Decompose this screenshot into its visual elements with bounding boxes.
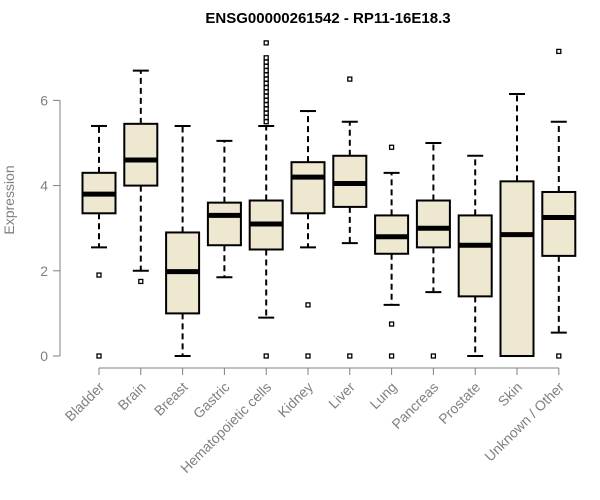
y-axis-label: Expression — [1, 165, 17, 234]
y-tick-label: 2 — [40, 263, 48, 279]
box-bladder — [81, 124, 117, 359]
outlier-point — [96, 353, 102, 359]
x-tick-label: Skin — [495, 379, 526, 410]
x-tick-label: Liver — [325, 379, 358, 412]
iqr-box — [541, 190, 577, 257]
box-hematopoietic-cells — [248, 40, 284, 359]
outlier-point — [138, 278, 144, 285]
iqr-box — [457, 214, 493, 298]
box-brain — [123, 69, 159, 285]
outlier-point — [263, 72, 269, 78]
x-tick-label: Lung — [366, 379, 399, 412]
outlier-point — [263, 89, 269, 95]
iqr-box — [499, 180, 535, 357]
outlier-point — [430, 353, 437, 359]
outlier-point — [263, 110, 269, 116]
outlier-point — [305, 353, 311, 359]
x-tick-label: Unknown / Other — [481, 379, 567, 465]
outlier-point — [556, 48, 562, 55]
x-tick-label: Kidney — [275, 379, 317, 421]
outlier-point — [305, 302, 311, 308]
y-tick-label: 0 — [40, 348, 48, 364]
iqr-box — [123, 122, 159, 187]
box-lung — [374, 144, 410, 359]
box-pancreas — [415, 142, 451, 359]
outlier-point — [556, 353, 562, 359]
outlier-point — [263, 76, 269, 82]
x-tick-label: Brain — [114, 379, 148, 413]
iqr-box — [290, 161, 326, 215]
outlier-point — [263, 106, 269, 112]
box-breast — [165, 124, 201, 357]
iqr-box — [206, 201, 242, 247]
y-tick-label: 4 — [40, 178, 48, 194]
x-tick-label: Breast — [151, 379, 191, 419]
box-prostate — [457, 154, 493, 357]
outlier-point — [263, 63, 269, 69]
outlier-point — [263, 59, 269, 65]
x-tick-label: Bladder — [62, 379, 108, 425]
outlier-point — [263, 114, 269, 121]
boxes — [81, 40, 577, 359]
box-gastric — [206, 139, 242, 279]
outlier-point — [263, 102, 269, 108]
chart-title: ENSG00000261542 - RP11-16E18.3 — [205, 10, 450, 27]
box-unknown-other — [541, 48, 577, 359]
outlier-point — [263, 67, 269, 74]
outlier-point — [263, 97, 269, 104]
outlier-point — [388, 144, 395, 150]
box-liver — [332, 76, 368, 359]
outlier-point — [263, 55, 269, 61]
axes: 0 2 4 6 — [40, 92, 560, 375]
outlier-point — [263, 93, 269, 99]
box-skin — [499, 93, 535, 357]
x-tick-label: Prostate — [435, 379, 483, 427]
outlier-point — [347, 353, 353, 359]
outlier-point — [263, 353, 269, 359]
y-tick-label: 6 — [40, 92, 48, 108]
outlier-point — [263, 40, 269, 46]
outlier-point — [96, 272, 102, 278]
iqr-box — [415, 199, 451, 249]
box-kidney — [290, 110, 326, 359]
outlier-point — [263, 119, 269, 125]
outlier-point — [388, 321, 395, 327]
outlier-point — [347, 76, 353, 82]
outlier-point — [263, 84, 269, 91]
outlier-point — [263, 80, 269, 87]
outlier-point — [388, 353, 395, 359]
